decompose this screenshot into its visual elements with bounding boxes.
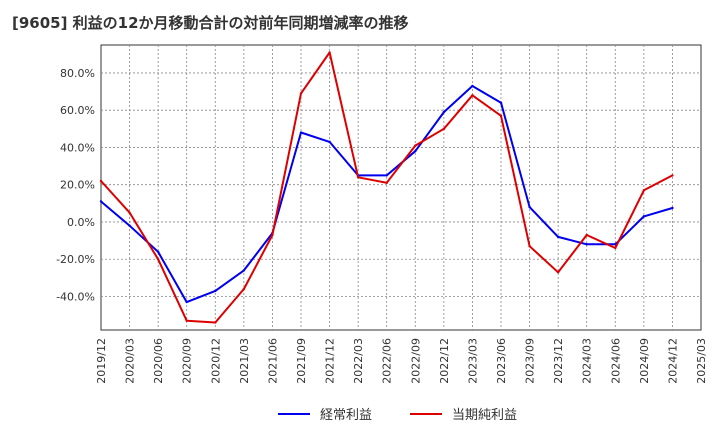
x-tick-label: 2024/09	[638, 338, 651, 384]
x-tick-label: 2023/06	[495, 338, 508, 384]
data-point	[528, 244, 531, 248]
data-point	[556, 271, 560, 274]
y-tick-label: 0.0%	[67, 216, 95, 229]
data-point	[471, 84, 474, 88]
legend-label-1: 経常利益	[320, 408, 372, 423]
x-tick-label: 2020/03	[124, 338, 137, 384]
y-axis-ticks: 80.0% 60.0% 40.0% 20.0% 0.0% -20.0% -40.0%	[56, 67, 95, 304]
data-point	[614, 246, 617, 250]
x-axis-ticks: 2019/12 2020/03 2020/06 2020/09 2020/12 2021/…	[95, 338, 708, 384]
data-point	[328, 140, 331, 144]
x-tick-label: 2020/06	[152, 338, 165, 384]
y-tick-label: 80.0%	[60, 67, 95, 80]
x-tick-label: 2022/09	[409, 338, 422, 384]
data-point	[271, 233, 274, 237]
data-point	[671, 174, 674, 177]
data-point	[328, 51, 331, 54]
data-point	[471, 94, 474, 97]
data-point	[442, 127, 446, 131]
data-point	[242, 269, 246, 272]
data-point	[128, 211, 131, 214]
data-point	[499, 101, 503, 104]
x-tick-label: 2020/09	[181, 338, 194, 384]
data-point	[414, 149, 417, 153]
x-tick-label: 2024/06	[609, 338, 622, 384]
data-point	[642, 215, 646, 218]
x-tick-label: 2024/12	[666, 338, 679, 384]
x-tick-label: 2021/03	[238, 338, 251, 384]
x-tick-label: 2021/06	[266, 338, 279, 384]
data-point	[128, 224, 131, 227]
data-point	[385, 174, 388, 177]
x-tick-label: 2021/09	[295, 338, 308, 384]
x-tick-label: 2020/12	[209, 338, 222, 384]
data-point	[585, 233, 588, 237]
data-point	[156, 250, 160, 253]
data-point	[185, 319, 188, 322]
x-tick-label: 2023/12	[552, 338, 565, 384]
x-tick-label: 2019/12	[95, 338, 108, 384]
legend: 経常利益 当期純利益	[278, 408, 517, 423]
chart-title: [9605] 利益の12か月移動合計の対前年同期増減率の推移	[12, 14, 409, 32]
data-point	[556, 235, 560, 239]
data-point	[385, 181, 388, 185]
data-point	[242, 287, 246, 291]
x-tick-label: 2022/06	[381, 338, 394, 384]
y-tick-label: 20.0%	[60, 179, 95, 192]
x-tick-label: 2022/12	[438, 338, 451, 384]
x-tick-label: 2025/03	[695, 338, 708, 384]
x-tick-label: 2023/09	[524, 338, 537, 384]
plot-frame	[100, 44, 702, 331]
data-point	[671, 206, 674, 210]
x-tick-label: 2024/03	[581, 338, 594, 384]
y-tick-label: 40.0%	[60, 141, 95, 154]
series-lines	[99, 51, 674, 324]
data-point	[185, 300, 188, 304]
x-tick-label: 2023/03	[466, 338, 479, 384]
y-tick-label: -40.0%	[56, 290, 95, 303]
y-tick-label: -20.0%	[56, 253, 95, 266]
legend-label-2: 当期純利益	[452, 408, 517, 423]
data-point	[299, 92, 303, 95]
data-point	[442, 110, 446, 114]
data-point	[99, 179, 103, 183]
data-point	[356, 176, 360, 179]
data-point	[528, 205, 531, 209]
data-point	[499, 114, 503, 117]
data-point	[299, 131, 303, 134]
data-point	[642, 189, 646, 192]
data-point	[156, 258, 160, 261]
data-point	[99, 200, 103, 203]
plot-area	[100, 44, 702, 331]
data-point	[585, 243, 588, 246]
x-tick-label: 2021/12	[324, 338, 337, 384]
data-point	[214, 289, 217, 293]
x-tick-label: 2022/03	[352, 338, 365, 384]
grid	[101, 45, 701, 330]
data-point	[414, 144, 417, 147]
data-point	[214, 321, 217, 324]
y-tick-label: 60.0%	[60, 104, 95, 117]
